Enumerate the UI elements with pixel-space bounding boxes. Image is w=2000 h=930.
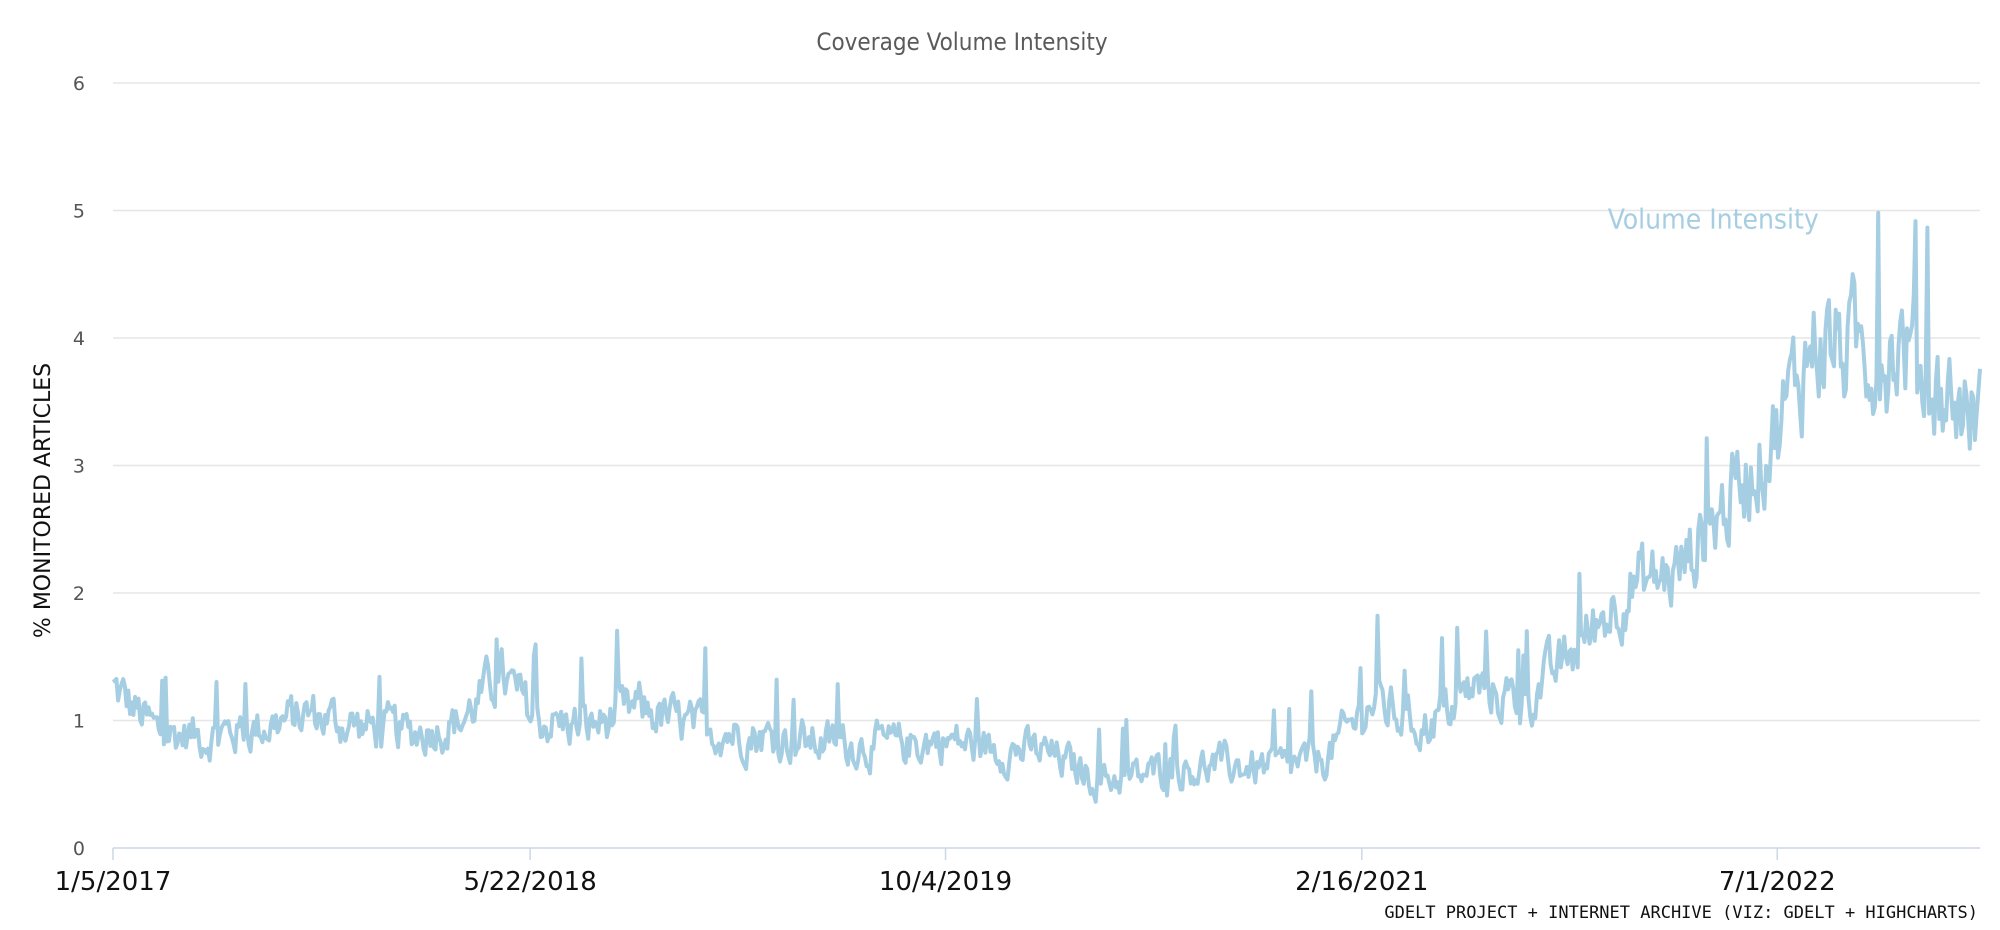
y-tick-label: 0 [73, 838, 85, 860]
y-tick-label: 1 [73, 711, 85, 733]
gridlines [113, 82, 1980, 722]
y-tick-label: 5 [73, 201, 85, 223]
chart-title: Coverage Volume Intensity [816, 28, 1107, 56]
x-tick-label: 10/4/2019 [879, 867, 1012, 897]
y-tick-label: 2 [73, 583, 85, 605]
y-tick-label: 6 [73, 73, 85, 95]
y-tick-label: 3 [73, 456, 85, 478]
series-line-volume-intensity [111, 210, 1982, 804]
x-tick-label: 1/5/2017 [55, 867, 172, 897]
x-axis-ticks: 1/5/2017 5/22/2018 10/4/2019 2/16/2021 7/1/2… [55, 848, 1836, 897]
x-tick-label: 5/22/2018 [463, 867, 596, 897]
y-axis-label: % MONITORED ARTICLES [31, 363, 56, 638]
y-tick-label: 4 [73, 328, 85, 350]
credit-text: GDELT PROJECT + INTERNET ARCHIVE (VIZ: G… [1384, 903, 1978, 923]
y-axis-ticks: 0 1 2 3 4 5 6 [73, 73, 85, 860]
series-label: Volume Intensity [1608, 202, 1819, 235]
x-tick-label: 2/16/2021 [1295, 867, 1428, 897]
x-tick-label: 7/1/2022 [1719, 867, 1836, 897]
